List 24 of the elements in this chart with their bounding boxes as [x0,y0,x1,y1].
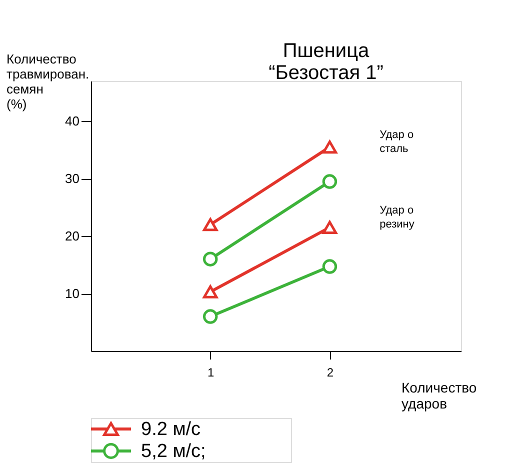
x-tick-label: 1 [208,366,215,380]
text: ударов [402,396,447,412]
text: (%) [6,96,27,112]
annotation: Удар о резину [380,204,415,231]
point [202,309,218,324]
text: травмирован. [6,66,90,82]
annotation: Удар о сталь [380,129,414,155]
text: Количество [6,52,76,66]
legend-label: 5,2 м/с; [141,441,206,462]
y-tick-label: 20 [65,228,80,244]
text: Пшеница [282,40,370,62]
text: семян [6,82,44,96]
x-tick-label: 2 [326,366,334,380]
legend-label: 9.2 м/с [141,419,201,440]
point [202,252,218,266]
y-tick-label: 30 [65,171,80,186]
text: Количество [402,380,477,396]
point [322,140,338,154]
point [322,259,338,274]
point [202,218,218,232]
text: “Безостая 1” [268,62,384,84]
y-tick-label: 10 [65,286,80,302]
y-tick-label: 40 [65,114,80,129]
point [322,174,338,189]
